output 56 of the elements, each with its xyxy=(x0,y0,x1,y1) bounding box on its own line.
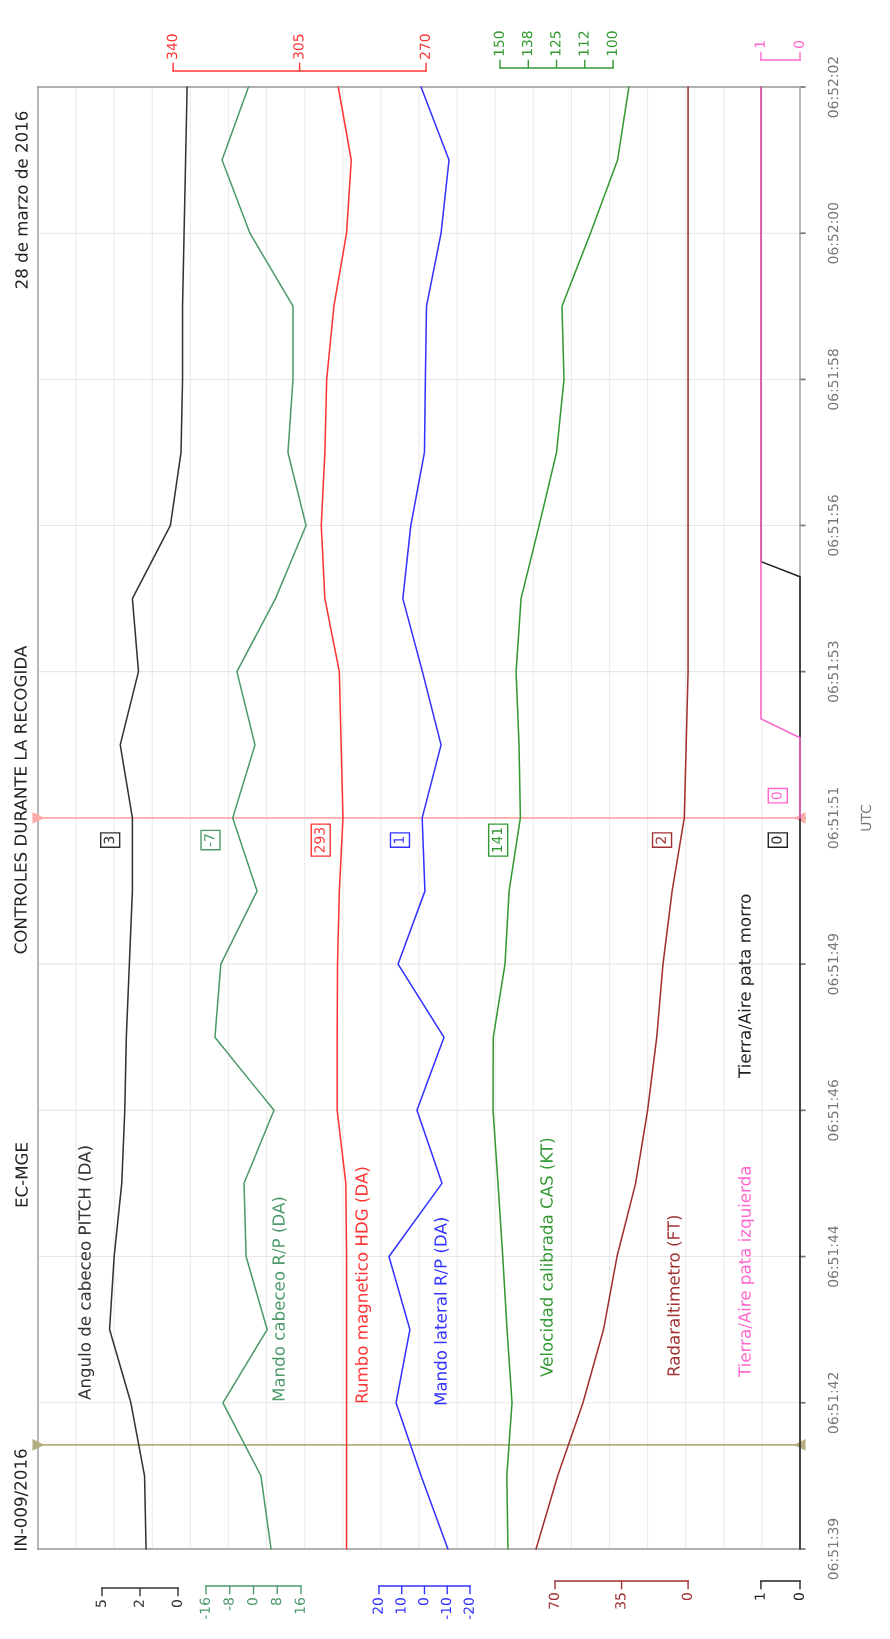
text: Tierra/Aire pata morro xyxy=(737,894,755,1079)
x2-tick-label: 150 xyxy=(493,31,505,56)
x2-tick-label: 100 xyxy=(606,31,618,56)
x-tick-label: 0 xyxy=(247,1598,258,1606)
text: Velocidad calibrada CAS (KT) xyxy=(539,1138,555,1377)
y-tick-label: 06:51:44 xyxy=(827,1226,839,1287)
text: Angulo de cabeceo PITCH (DA) xyxy=(77,1146,95,1400)
x-tick-label: 0 xyxy=(171,1600,183,1608)
text: Mando lateral R/P (DA) xyxy=(433,1218,449,1405)
x-tick-label: 35 xyxy=(615,1593,626,1609)
y-tick-label: 06:52:00 xyxy=(827,202,839,264)
text: 28 de marzo de 2016 xyxy=(14,111,28,289)
x-tick-label: -10 xyxy=(440,1598,452,1620)
x2-tick-label: 270 xyxy=(419,34,431,59)
x-tick-label: -20 xyxy=(463,1598,474,1620)
x-tick-label: -16 xyxy=(199,1597,211,1620)
y-tick-label: 06:51:39 xyxy=(827,1518,839,1580)
data-label: 3 xyxy=(103,836,115,844)
x2-tick-label: 112 xyxy=(578,31,589,56)
y-axis-title: UTC xyxy=(860,804,872,831)
data-label: 1 xyxy=(393,836,404,843)
y-tick-label: 06:52:02 xyxy=(827,57,839,118)
x-tick-label: 20 xyxy=(372,1598,383,1614)
text: Mando cabeceo R/P (DA) xyxy=(271,1197,287,1401)
x2-tick-label: 305 xyxy=(293,34,304,59)
x-tick-label: 0 xyxy=(417,1598,429,1606)
y-tick-label: 06:51:46 xyxy=(827,1080,839,1141)
data-label: 2 xyxy=(655,837,666,844)
y-tick-label: 06:51:56 xyxy=(827,495,839,556)
data-label: 0 xyxy=(771,836,782,844)
x-tick-label: 10 xyxy=(395,1598,406,1614)
x-tick-label: 8 xyxy=(270,1598,282,1606)
text: Rumbo magnetico HDG (DA) xyxy=(354,1167,372,1403)
y-tick-label: 06:51:51 xyxy=(827,787,839,849)
data-label: -7 xyxy=(204,834,215,847)
data-label: 141 xyxy=(491,828,502,852)
x-tick-label: -8 xyxy=(223,1598,234,1611)
text: CONTROLES DURANTE LA RECOGIDA xyxy=(14,645,27,954)
x2-tick-label: 138 xyxy=(521,31,533,56)
text: EC-MGE xyxy=(15,1143,28,1207)
y-tick-label: 06:51:49 xyxy=(827,933,839,995)
x-tick-label: 2 xyxy=(133,1600,144,1607)
x-tick-label: 5 xyxy=(95,1600,107,1607)
y-tick-label: 06:51:53 xyxy=(827,641,839,702)
y-tick-label: 06:51:58 xyxy=(827,349,839,410)
x2-tick-label: 125 xyxy=(550,31,561,56)
text: Radaraltimetro (FT) xyxy=(666,1215,682,1376)
y-tick-label: 06:51:42 xyxy=(827,1372,839,1434)
text: IN-009/2016 xyxy=(14,1449,29,1550)
x-tick-label: 0 xyxy=(681,1593,693,1601)
text: Tierra/Aire pata izquierda xyxy=(737,1167,755,1378)
x-tick-label: 70 xyxy=(548,1593,560,1609)
x-tick-label: 16 xyxy=(294,1597,306,1614)
x2-tick-label: 340 xyxy=(166,34,178,59)
data-label: 293 xyxy=(314,827,325,853)
data-label: 0 xyxy=(771,792,782,800)
